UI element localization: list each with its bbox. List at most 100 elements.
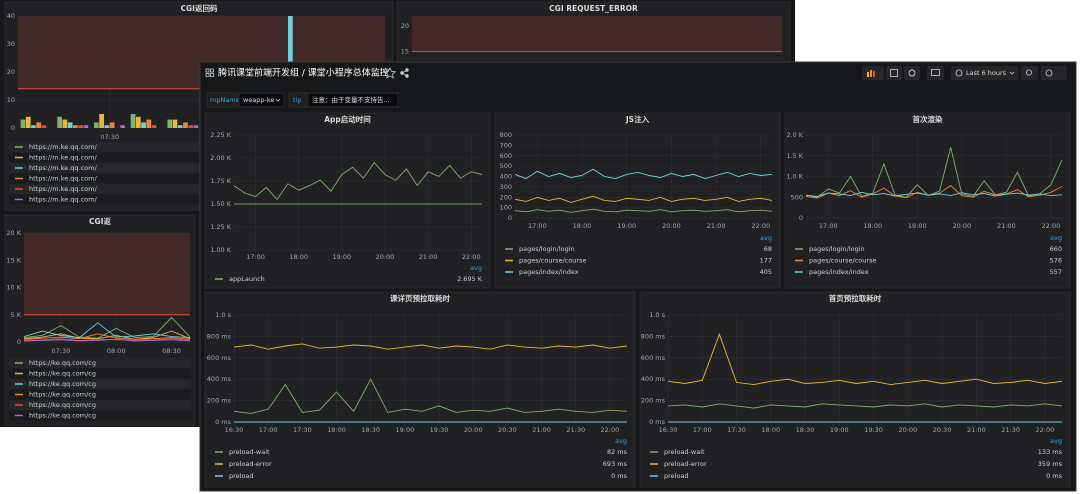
x-tick-label: 08:00 [107, 347, 126, 355]
save-button[interactable] [886, 66, 902, 80]
zoom-out-button[interactable] [1021, 66, 1038, 80]
y-tick-label: 2.25 K [210, 131, 232, 139]
panel-title: App启动时间 [324, 114, 371, 124]
legend-label: https://ke.qq.com/cg [29, 380, 96, 388]
panel [205, 113, 490, 288]
y-tick-label: 1.0 s [215, 311, 231, 319]
bar [141, 122, 146, 128]
bar [42, 125, 47, 128]
y-tick-label: 20 [401, 22, 409, 30]
y-tick-label: 500 [500, 162, 512, 170]
bar [167, 120, 172, 128]
legend-label: https://ke.qq.com/cg [29, 401, 96, 409]
y-tick-label: 0 [11, 124, 15, 132]
x-tick-label: 19:30 [430, 426, 449, 434]
x-tick-label: 22:00 [751, 222, 770, 230]
panel-title: JS注入 [625, 114, 650, 124]
x-tick-label: 17:30 [727, 426, 746, 434]
variable-label: tip [293, 96, 301, 104]
legend-label: appLaunch [229, 275, 265, 283]
y-tick-label: 30 [7, 40, 15, 48]
legend-label: preload [664, 472, 689, 480]
legend-header: avg [760, 234, 772, 242]
settings-button[interactable] [904, 66, 920, 80]
add-panel-icon [867, 72, 869, 77]
view-mode-button[interactable] [927, 66, 944, 80]
bar [188, 125, 193, 128]
x-tick-label: 18:00 [863, 222, 882, 230]
dashboard-title[interactable]: 腾讯课堂前端开发组 / 课堂小程序总体监控 [218, 67, 389, 79]
legend-label: pages/index/index [809, 268, 869, 276]
legend-header: avg [1050, 437, 1062, 445]
x-tick-label: 21:00 [707, 222, 726, 230]
y-tick-label: 2.00 K [210, 154, 232, 162]
y-tick-label: 800 ms [641, 332, 666, 340]
variable-value[interactable]: 注意：由于变量不支持告... [312, 95, 390, 104]
x-tick-label: 17:00 [819, 222, 838, 230]
bar [110, 122, 115, 128]
bar [105, 125, 110, 128]
y-tick-label: 5 K [11, 311, 22, 319]
y-tick-label: 400 ms [641, 375, 666, 383]
bar [152, 125, 157, 128]
x-tick-label: 16:30 [659, 426, 678, 434]
x-tick-label: 21:00 [419, 253, 438, 261]
panel-title: 首页预拉取耗时 [829, 293, 882, 303]
bar [183, 122, 188, 128]
y-tick-label: 2.0 K [786, 131, 803, 139]
bar [63, 120, 68, 128]
bar [194, 125, 199, 128]
legend-value: 405 [760, 268, 772, 276]
legend-header: avg [1050, 234, 1062, 242]
y-tick-label: 1.0 K [786, 173, 803, 181]
refresh-button[interactable] [1041, 66, 1067, 80]
y-tick-label: 1.0 s [649, 311, 665, 319]
x-tick-label: 20:00 [952, 222, 971, 230]
legend-value: 693 ms [603, 460, 628, 468]
x-tick-label: 20:30 [933, 426, 952, 434]
legend-value: 557 [1050, 268, 1062, 276]
bar [68, 122, 73, 128]
x-tick-label: 18:00 [327, 426, 346, 434]
x-tick-label: 20:00 [376, 253, 395, 261]
y-tick-label: 0 [799, 214, 803, 222]
x-tick-label: 19:00 [830, 426, 849, 434]
legend-label: https://ke.qq.com/cg [29, 359, 96, 367]
variable-value[interactable]: weapp-ke [243, 96, 274, 104]
bar [36, 122, 41, 128]
legend-value: 0 ms [611, 472, 628, 480]
bar [57, 117, 62, 128]
legend-header: avg [615, 437, 627, 445]
bar [131, 114, 136, 128]
y-tick-label: 1.50 K [210, 200, 232, 208]
x-tick-label: 22:00 [1042, 222, 1061, 230]
y-tick-label: 1.00 K [210, 246, 232, 254]
y-tick-label: 500 [791, 193, 803, 201]
bar [73, 125, 78, 128]
legend-value: 133 ms [1038, 448, 1063, 456]
y-tick-label: 15 [401, 48, 409, 56]
legend-value: 0 ms [1046, 472, 1063, 480]
bar [173, 120, 178, 128]
y-tick-label: 20 K [6, 229, 21, 237]
y-tick-label: 100 [500, 204, 512, 212]
bar [26, 117, 31, 128]
x-tick-label: 21:30 [566, 426, 585, 434]
x-tick-label: 22:00 [1036, 426, 1055, 434]
time-range[interactable]: Last 6 hours [966, 69, 1007, 77]
add-panel-icon [873, 71, 875, 77]
panel-title: 首次渲染 [913, 114, 943, 124]
y-tick-label: 800 ms [207, 332, 232, 340]
x-tick-label: 19:30 [864, 426, 883, 434]
x-tick-label: 20:00 [662, 222, 681, 230]
bar [31, 125, 36, 128]
x-tick-label: 18:00 [289, 253, 308, 261]
panel [640, 292, 1070, 487]
y-tick-label: 1.5 K [786, 152, 803, 160]
x-tick-label: 07:30 [100, 133, 119, 141]
legend-label: https://m.ke.qq.com/ [29, 196, 97, 204]
x-tick-label: 18:30 [796, 426, 815, 434]
y-tick-label: 200 [500, 193, 512, 201]
legend-label: https://m.ke.qq.com/ [29, 164, 97, 172]
